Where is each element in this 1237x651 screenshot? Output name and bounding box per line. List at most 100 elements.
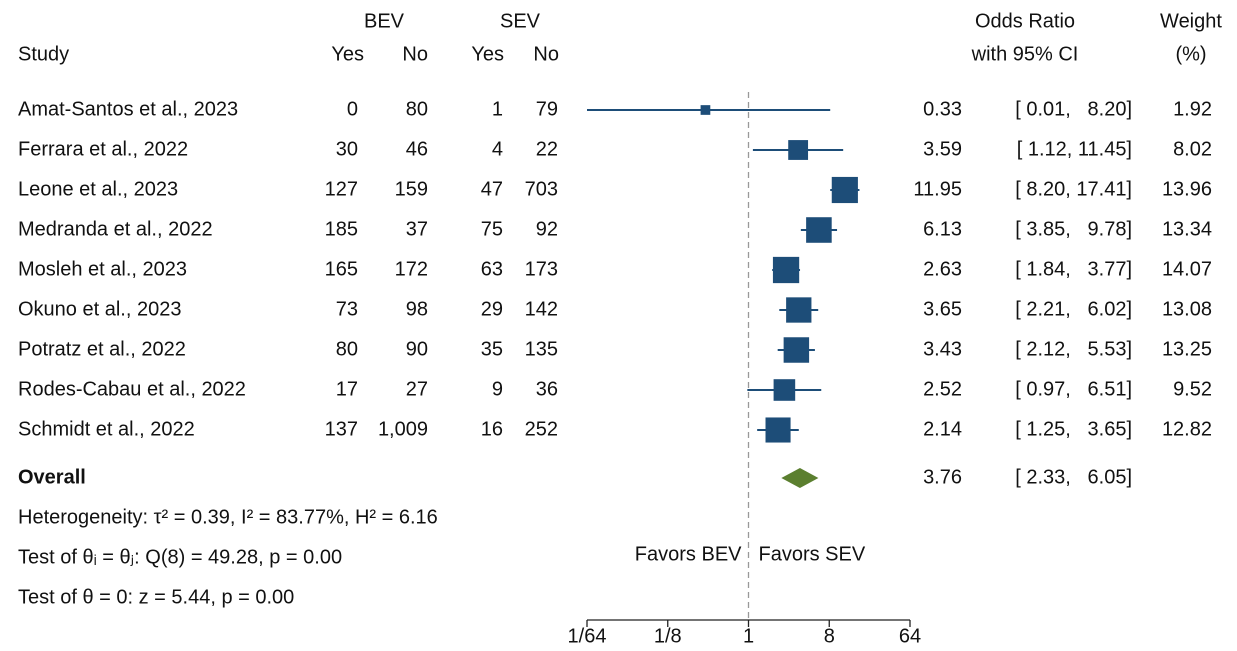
- bev-yes: 73: [336, 298, 358, 320]
- x-tick-label: 64: [899, 625, 921, 647]
- x-tick-label: 1: [743, 625, 754, 647]
- favors-left: Favors BEV: [635, 543, 742, 565]
- ci-label: [ 3.85, 9.78]: [1015, 218, 1132, 240]
- odds-ratio: 0.33: [923, 98, 962, 120]
- x-tick-label: 1/8: [654, 625, 682, 647]
- sev-no: 135: [525, 338, 558, 360]
- study-name: Okuno et al., 2023: [18, 298, 181, 320]
- col-header: Yes: [331, 43, 364, 65]
- ci-label: [ 1.84, 3.77]: [1015, 258, 1132, 280]
- study-box: [765, 417, 791, 443]
- sev-yes: 29: [481, 298, 503, 320]
- study-header: Study: [18, 43, 69, 65]
- sev-no: 36: [536, 378, 558, 400]
- sev-yes: 47: [481, 178, 503, 200]
- weight-header: Weight: [1160, 10, 1222, 32]
- sev-yes: 1: [492, 98, 503, 120]
- annotation: Test of θ = 0: z = 5.44, p = 0.00: [18, 586, 294, 608]
- annotation: Heterogeneity: τ² = 0.39, I² = 83.77%, H…: [18, 506, 438, 528]
- bev-no: 80: [406, 98, 428, 120]
- odds-ratio: 3.65: [923, 298, 962, 320]
- sev-no: 22: [536, 138, 558, 160]
- x-tick-label: 1/64: [568, 625, 607, 647]
- bev-yes: 165: [325, 258, 358, 280]
- odds-ratio: 3.76: [923, 466, 962, 488]
- x-tick-label: 8: [824, 625, 835, 647]
- bev-no: 27: [406, 378, 428, 400]
- bev-no: 159: [395, 178, 428, 200]
- bev-no: 46: [406, 138, 428, 160]
- ci-label: [ 0.97, 6.51]: [1015, 378, 1132, 400]
- odds-ratio: 2.14: [923, 418, 962, 440]
- odds-ratio: 11.95: [913, 178, 962, 200]
- odds-ratio: 2.52: [923, 378, 962, 400]
- bev-yes: 185: [325, 218, 358, 240]
- bev-yes: 30: [336, 138, 358, 160]
- sev-header: SEV: [500, 10, 541, 32]
- study-box: [772, 256, 800, 284]
- odds-ratio: 3.43: [923, 338, 962, 360]
- ci-label: [ 8.20, 17.41]: [1015, 178, 1132, 200]
- bev-no: 90: [406, 338, 428, 360]
- col-header: Yes: [471, 43, 504, 65]
- ci-label: [ 2.21, 6.02]: [1015, 298, 1132, 320]
- overall-diamond: [781, 468, 819, 488]
- bev-yes: 137: [325, 418, 358, 440]
- study-name: Medranda et al., 2022: [18, 218, 213, 240]
- sev-no: 703: [525, 178, 558, 200]
- study-name: Schmidt et al., 2022: [18, 418, 195, 440]
- sev-yes: 16: [481, 418, 503, 440]
- bev-header: BEV: [364, 10, 405, 32]
- bev-no: 98: [406, 298, 428, 320]
- ci-label: [ 1.12, 11.45]: [1017, 138, 1132, 160]
- weight: 1.92: [1173, 98, 1212, 120]
- odds-ratio: 3.59: [923, 138, 962, 160]
- sev-yes: 9: [492, 378, 503, 400]
- weight: 14.07: [1162, 258, 1212, 280]
- weight: 13.34: [1162, 218, 1212, 240]
- weight-header: (%): [1175, 43, 1206, 65]
- bev-yes: 80: [336, 338, 358, 360]
- sev-no: 92: [536, 218, 558, 240]
- bev-no: 37: [406, 218, 428, 240]
- study-name: Amat-Santos et al., 2023: [18, 98, 238, 120]
- sev-yes: 63: [481, 258, 503, 280]
- weight: 13.96: [1162, 178, 1212, 200]
- sev-yes: 75: [481, 218, 503, 240]
- odds-ratio: 6.13: [923, 218, 962, 240]
- sev-yes: 4: [492, 138, 503, 160]
- sev-no: 79: [536, 98, 558, 120]
- study-name: Mosleh et al., 2023: [18, 258, 187, 280]
- study-box: [783, 337, 810, 363]
- bev-yes: 127: [325, 178, 358, 200]
- bev-yes: 0: [347, 98, 358, 120]
- ci-label: [ 2.33, 6.05]: [1015, 466, 1132, 488]
- odds-ratio: 2.63: [923, 258, 962, 280]
- study-box: [831, 176, 858, 204]
- study-name: Leone et al., 2023: [18, 178, 178, 200]
- study-box: [700, 105, 711, 115]
- bev-no: 172: [395, 258, 428, 280]
- ci-label: [ 2.12, 5.53]: [1015, 338, 1132, 360]
- weight: 8.02: [1173, 138, 1212, 160]
- sev-no: 252: [525, 418, 558, 440]
- ci-label: [ 0.01, 8.20]: [1015, 98, 1132, 120]
- or-header: with 95% CI: [971, 43, 1079, 65]
- col-header: No: [533, 43, 559, 65]
- weight: 13.08: [1162, 298, 1212, 320]
- weight: 12.82: [1162, 418, 1212, 440]
- sev-no: 173: [525, 258, 558, 280]
- study-box: [786, 297, 812, 323]
- bev-yes: 17: [336, 378, 358, 400]
- study-name: Potratz et al., 2022: [18, 338, 186, 360]
- study-name: Ferrara et al., 2022: [18, 138, 188, 160]
- sev-yes: 35: [481, 338, 503, 360]
- study-box: [806, 217, 832, 243]
- study-box: [788, 140, 809, 160]
- col-header: No: [402, 43, 428, 65]
- ci-label: [ 1.25, 3.65]: [1015, 418, 1132, 440]
- overall-label: Overall: [18, 466, 86, 488]
- weight: 13.25: [1162, 338, 1212, 360]
